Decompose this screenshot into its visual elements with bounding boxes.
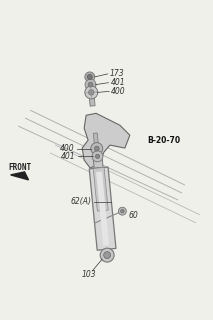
Text: FRONT: FRONT <box>9 164 32 172</box>
Text: 401: 401 <box>61 152 76 161</box>
Text: 400: 400 <box>111 87 126 96</box>
Circle shape <box>85 86 98 99</box>
Text: 400: 400 <box>60 144 75 153</box>
Text: B-20-70: B-20-70 <box>148 136 181 145</box>
Polygon shape <box>93 158 103 168</box>
Circle shape <box>104 252 111 259</box>
Circle shape <box>87 75 92 79</box>
Polygon shape <box>82 113 130 168</box>
Polygon shape <box>93 133 99 151</box>
Polygon shape <box>89 167 116 250</box>
Text: 62(A): 62(A) <box>71 197 92 206</box>
Circle shape <box>91 143 103 155</box>
Text: 60: 60 <box>128 211 138 220</box>
Circle shape <box>88 82 93 87</box>
Circle shape <box>85 72 95 82</box>
Text: 103: 103 <box>82 270 96 279</box>
Circle shape <box>100 248 114 262</box>
Polygon shape <box>93 167 108 211</box>
Circle shape <box>94 146 99 151</box>
Circle shape <box>92 151 103 162</box>
Polygon shape <box>89 92 95 106</box>
Circle shape <box>95 154 100 158</box>
Circle shape <box>85 79 96 90</box>
Circle shape <box>118 207 126 215</box>
Circle shape <box>89 90 94 95</box>
Text: 401: 401 <box>110 78 125 87</box>
Circle shape <box>121 209 124 213</box>
Polygon shape <box>11 172 29 180</box>
Polygon shape <box>96 172 109 246</box>
Text: 173: 173 <box>110 69 124 78</box>
